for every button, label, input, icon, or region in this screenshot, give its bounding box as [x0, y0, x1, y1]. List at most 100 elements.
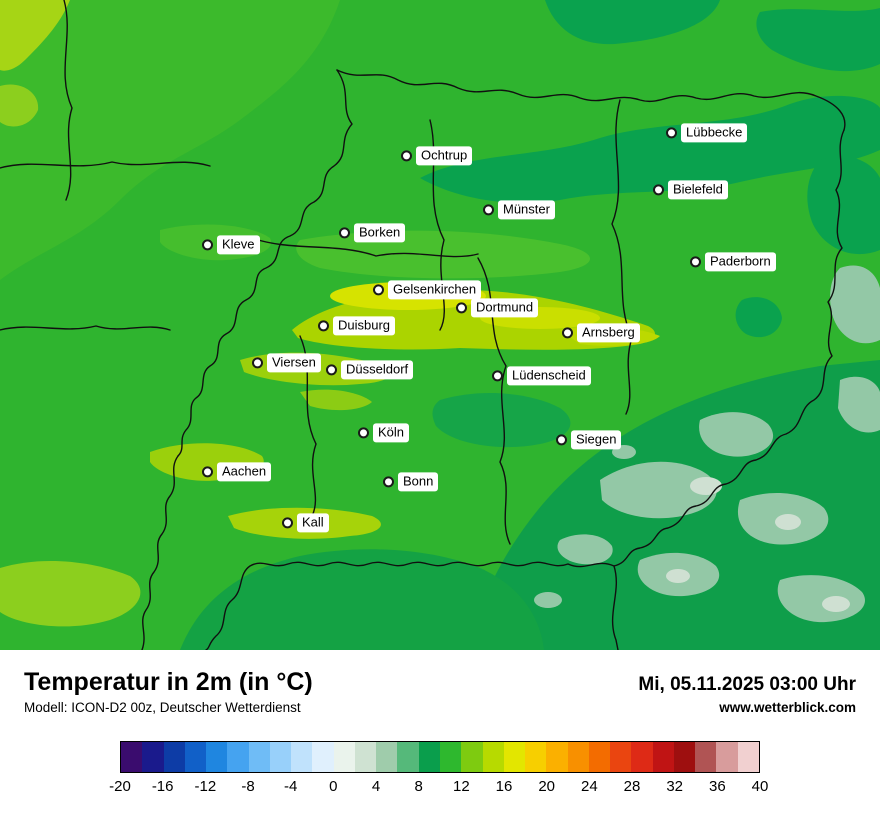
colorbar-segment: [227, 742, 249, 772]
colorbar-segment: [354, 742, 377, 772]
weather-map: Ochtrup Lübbecke Bielefeld Münster Borken Kle…: [0, 0, 880, 650]
city-label: Borken: [354, 223, 406, 243]
model-info: Modell: ICON-D2 00z, Deutscher Wetterdie…: [24, 700, 301, 715]
colorbar-tick-label: -4: [283, 778, 298, 795]
colorbar-tick-label: 0: [329, 778, 338, 795]
city-marker: Münster: [483, 200, 555, 220]
city-dot-icon: [653, 184, 664, 196]
colorbar-tick-label: -16: [151, 778, 174, 795]
city-marker: Duisburg: [318, 316, 396, 336]
temperature-legend: -20 -16 -12 -8 -4 0 4 8 12 16 20 24 28 32 36 40: [109, 741, 768, 798]
colorbar-segment: [206, 742, 228, 772]
colorbar-tick-label: 4: [371, 778, 381, 795]
city-label: Bonn: [398, 472, 439, 492]
map-footer: Temperatur in 2m (in °C) Mi, 05.11.2025 …: [0, 650, 880, 830]
city-dot-icon: [401, 150, 412, 162]
city-marker: Bonn: [383, 472, 439, 492]
city-dot-icon: [358, 427, 369, 439]
city-marker: Paderborn: [690, 252, 776, 272]
colorbar-segment: [333, 742, 355, 772]
colorbar-segment: [525, 742, 547, 772]
colorbar-segment: [248, 742, 270, 772]
city-dot-icon: [326, 364, 337, 376]
city-marker: Aachen: [202, 462, 272, 482]
colorbar-segment: [503, 742, 526, 772]
colorbar-tick-label: 32: [666, 778, 683, 795]
page-title: Temperatur in 2m (in °C): [24, 668, 313, 696]
city-dot-icon: [202, 466, 213, 478]
city-label: Dortmund: [471, 298, 539, 318]
colorbar-tick-label: -8: [241, 778, 255, 795]
colorbar-segment: [482, 742, 504, 772]
colorbar-segment: [439, 742, 462, 772]
valid-datetime: Mi, 05.11.2025 03:00 Uhr: [638, 674, 856, 695]
city-marker: Bielefeld: [653, 180, 728, 200]
city-label: Paderborn: [705, 252, 776, 272]
city-marker: Düsseldorf: [326, 360, 414, 380]
colorbar-tick-label: -20: [109, 778, 131, 795]
colorbar-segment: [163, 742, 185, 772]
city-label: Köln: [373, 423, 410, 443]
city-dot-icon: [318, 320, 329, 332]
colorbar-segment: [376, 742, 398, 772]
colorbar-segment: [269, 742, 292, 772]
city-marker: Kall: [282, 513, 329, 533]
colorbar-segment: [652, 742, 674, 772]
city-marker: Ochtrup: [401, 146, 473, 166]
city-dot-icon: [456, 302, 467, 314]
city-marker: Arnsberg: [562, 323, 640, 343]
colorbar-tick-label: 28: [623, 778, 641, 795]
city-label: Bielefeld: [668, 180, 728, 200]
colorbar-tick-label: 12: [452, 778, 470, 795]
city-dot-icon: [562, 327, 573, 339]
city-marker: Borken: [339, 223, 406, 243]
colorbar-segment: [588, 742, 611, 772]
city-label: Siegen: [571, 430, 622, 450]
admin-borders: [0, 0, 846, 650]
city-dot-icon: [282, 517, 293, 529]
city-label: Lüdenscheid: [507, 366, 591, 386]
city-marker: Siegen: [556, 430, 622, 450]
city-marker: Viersen: [252, 353, 321, 373]
colorbar-segment: [673, 742, 696, 772]
city-dot-icon: [339, 227, 350, 239]
colorbar-segment: [121, 742, 143, 772]
colorbar-segment: [418, 742, 440, 772]
colorbar-segment: [312, 742, 334, 772]
colorbar-segments: [120, 741, 760, 773]
city-label: Viersen: [267, 353, 321, 373]
city-label: Kleve: [217, 235, 260, 255]
city-dot-icon: [252, 357, 263, 369]
city-dot-icon: [666, 127, 677, 139]
city-marker: Lüdenscheid: [492, 366, 591, 386]
colorbar-segment: [567, 742, 589, 772]
colorbar-segment: [695, 742, 717, 772]
city-dot-icon: [492, 370, 503, 382]
colorbar-segment: [142, 742, 164, 772]
city-label: Arnsberg: [577, 323, 640, 343]
city-label: Lübbecke: [681, 123, 748, 143]
city-label: Düsseldorf: [341, 360, 414, 380]
city-dot-icon: [373, 284, 384, 296]
city-marker: Lübbecke: [666, 123, 748, 143]
colorbar-tick-label: 24: [580, 778, 598, 795]
colorbar-segment: [631, 742, 653, 772]
city-dot-icon: [690, 256, 701, 268]
colorbar-segment: [291, 742, 313, 772]
colorbar-tick-label: -12: [194, 778, 217, 795]
colorbar-segment: [461, 742, 483, 772]
city-label: Kall: [297, 513, 329, 533]
city-marker: Köln: [358, 423, 410, 443]
colorbar-segment: [397, 742, 419, 772]
city-label: Duisburg: [333, 316, 396, 336]
city-dot-icon: [383, 476, 394, 488]
colorbar-tick-label: 16: [495, 778, 513, 795]
colorbar-tick-label: 20: [538, 778, 555, 795]
city-dot-icon: [202, 239, 213, 251]
colorbar-ticks: -20 -16 -12 -8 -4 0 4 8 12 16 20 24 28 32 36 40: [109, 778, 768, 798]
colorbar-tick-label: 8: [414, 778, 423, 795]
colorbar-segment: [184, 742, 207, 772]
colorbar-segment: [716, 742, 738, 772]
city-marker: Dortmund: [456, 298, 539, 318]
city-label: Gelsenkirchen: [388, 280, 482, 300]
